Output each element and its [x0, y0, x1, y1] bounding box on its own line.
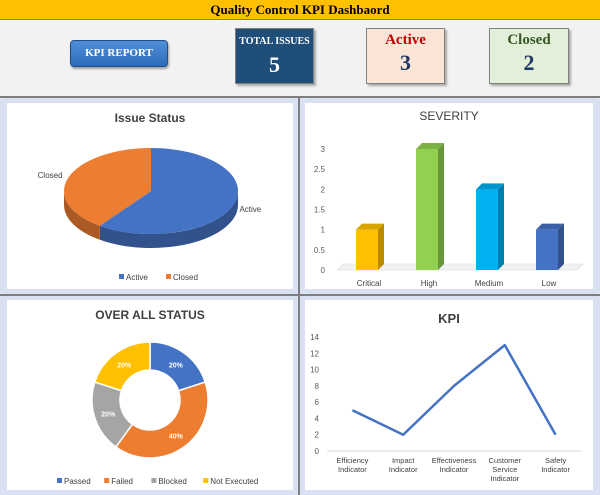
bar-top-high [416, 143, 444, 149]
overall-status-panel: OVER ALL STATUS 20% 40% 20% 20% Passed Failed… [7, 300, 293, 490]
total-issues-card: TOTAL ISSUES 5 [235, 28, 314, 84]
y-tick-label: 10 [310, 366, 319, 375]
severity-chart: SEVERITY 0 0.5 1 1.5 2 2.5 3 Critical High Medium… [314, 109, 584, 288]
closed-label: Closed [507, 32, 551, 48]
active-value: 3 [400, 50, 411, 75]
y-tick-label: 0 [321, 266, 326, 275]
y-tick-label: 4 [315, 414, 320, 423]
legend-label-not-executed: Not Executed [210, 477, 258, 486]
bar-side-high [438, 143, 444, 270]
bar-top-low [536, 223, 564, 230]
y-tick-label: 12 [310, 349, 319, 358]
horizontal-divider [0, 294, 600, 296]
x-tick-label: High [421, 279, 437, 288]
bar-side-low [558, 223, 564, 270]
legend-label-passed: Passed [64, 477, 91, 486]
legend-swatch-not-executed [203, 478, 209, 483]
legend-swatch-passed [57, 478, 62, 483]
x-tick-label: Critical [357, 279, 382, 288]
overall-status-chart: OVER ALL STATUS 20% 40% 20% 20% Passed Failed… [57, 308, 258, 486]
y-tick-label: 2.5 [314, 165, 326, 174]
dashboard-title: Quality Control KPI Dashbaord [0, 0, 600, 20]
x-tick-label: Impact Indicator [389, 456, 418, 474]
active-card: Active 3 [366, 28, 445, 84]
legend-swatch-blocked [151, 478, 157, 483]
total-issues-value: 5 [269, 52, 280, 77]
kpi-panel: KPI 0 2 4 6 8 10 12 14 Efficiency Indicator Impact… [305, 300, 593, 490]
kpi-header: KPI REPORT TOTAL ISSUES 5 Active 3 Close… [0, 20, 600, 98]
kpi-chart: KPI 0 2 4 6 8 10 12 14 Efficiency Indicator Impact… [310, 311, 581, 483]
active-label: Active [385, 32, 426, 48]
y-tick-label: 1.5 [314, 206, 326, 215]
x-tick-label: Safety Indicator [541, 456, 570, 474]
legend-swatch-closed [166, 274, 171, 279]
legend-swatch-active [119, 274, 124, 279]
x-tick-label: Medium [475, 279, 504, 288]
legend-label-blocked: Blocked [158, 477, 186, 486]
legend-label-closed: Closed [173, 273, 198, 282]
x-tick-label: Customer Service Indicator [489, 456, 522, 483]
y-tick-label: 2 [321, 185, 326, 194]
y-tick-label: 6 [315, 398, 320, 407]
chart-title: KPI [438, 311, 460, 326]
kpi-report-button[interactable]: KPI REPORT [70, 40, 168, 67]
chart-title: OVER ALL STATUS [95, 308, 205, 322]
pie-side-active [99, 191, 238, 249]
kpi-line-series [351, 343, 557, 436]
pie-side-closed [64, 191, 100, 240]
x-tick-label: Low [542, 279, 557, 288]
total-issues-label: TOTAL ISSUES [239, 36, 310, 47]
vertical-divider [298, 98, 300, 495]
bar-side-critical [378, 223, 384, 270]
pie-slice-active [99, 148, 239, 234]
donut-data-label: 20% [101, 412, 116, 419]
bar-side-medium [498, 183, 504, 270]
x-tick-label: Efficiency Indicator [336, 456, 368, 474]
y-tick-label: 0.5 [314, 246, 326, 255]
bar-top-critical [356, 223, 384, 230]
legend-swatch-failed [104, 478, 110, 483]
donut-slice-failed [114, 381, 209, 459]
y-tick-label: 1 [321, 226, 326, 235]
pie-data-label: Closed [38, 171, 63, 180]
issue-status-chart: Issue Status Active Closed Active Closed [38, 111, 262, 282]
donut-data-label: 20% [169, 362, 184, 369]
bar-low [536, 229, 558, 270]
bar-high [416, 149, 438, 270]
y-tick-label: 0 [315, 447, 320, 456]
y-tick-label: 8 [315, 382, 320, 391]
y-tick-label: 2 [315, 431, 320, 440]
issue-status-panel: Issue Status Active Closed Active Closed [7, 103, 293, 289]
bar-critical [356, 229, 378, 270]
chart-title: SEVERITY [419, 109, 478, 123]
closed-card: Closed 2 [489, 28, 569, 84]
bar-top-medium [476, 183, 504, 190]
chart-title: Issue Status [115, 111, 186, 125]
x-tick-label: Effectiveness Indicator [432, 456, 477, 474]
closed-value: 2 [523, 50, 535, 75]
y-tick-label: 3 [321, 145, 326, 154]
pie-data-label: Active [239, 205, 261, 214]
y-tick-label: 14 [310, 333, 319, 342]
legend-label-active: Active [126, 273, 148, 282]
pie-slice-closed [64, 148, 151, 226]
donut-slice-not-executed [93, 341, 151, 392]
donut-data-label: 40% [169, 434, 184, 441]
bar-medium [476, 189, 498, 270]
legend-label-failed: Failed [111, 477, 133, 486]
donut-data-label: 20% [117, 362, 132, 369]
severity-panel: SEVERITY 0 0.5 1 1.5 2 2.5 3 Critical High Medium… [305, 103, 593, 289]
